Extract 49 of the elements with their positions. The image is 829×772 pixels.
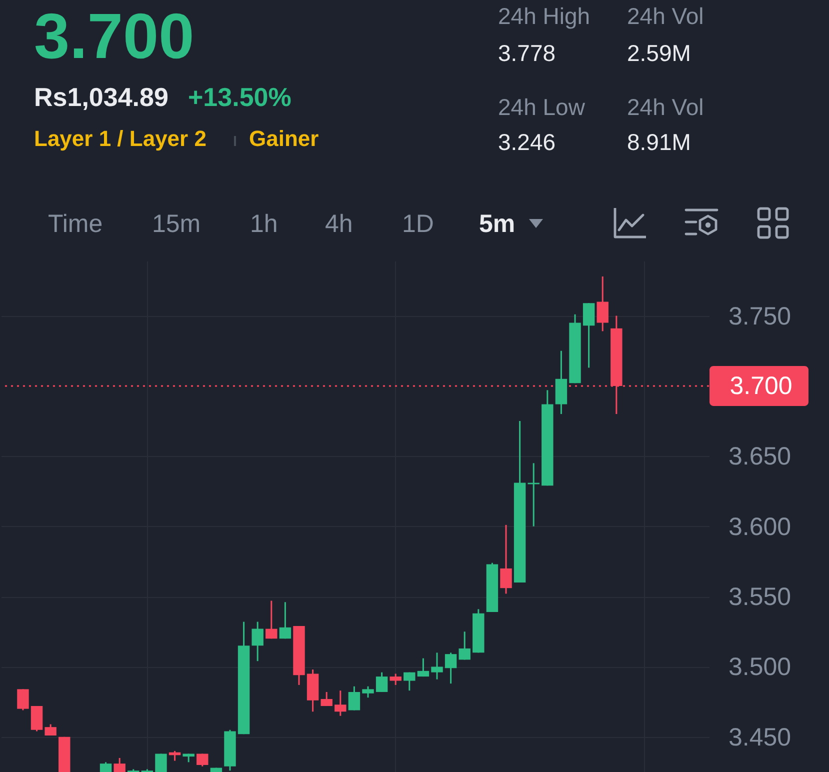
candlestick (582, 302, 595, 368)
y-tick-label: 3.650 (728, 442, 792, 471)
text: 24h Vol (627, 3, 704, 29)
y-tick-label: 3.750 (728, 302, 792, 330)
text: 8.91M (627, 129, 691, 155)
text: 3.778 (498, 40, 556, 66)
candlestick (279, 601, 292, 640)
candlestick (417, 658, 430, 678)
text: 4h (325, 210, 353, 238)
candlestick (596, 276, 608, 332)
text: 15m (152, 210, 201, 238)
text: Time (48, 210, 103, 238)
candlestick (100, 761, 112, 772)
candlestick (252, 621, 264, 662)
candlestick (444, 652, 457, 684)
text: Rs1,034.89 (34, 82, 168, 112)
text: 1D (402, 210, 434, 238)
candlestick (266, 600, 278, 640)
text: Gainer (249, 126, 319, 151)
y-tick-label: 3.450 (728, 723, 792, 752)
candlestick (196, 753, 208, 768)
text: 24h High (498, 3, 590, 29)
text: 24h Vol (627, 94, 704, 120)
candlestick (30, 705, 43, 732)
chart-title: 3.700 (34, 0, 194, 72)
y-tick-label: 3.600 (728, 512, 792, 541)
y-tick-label: 3.550 (728, 583, 792, 612)
candlestick (334, 690, 346, 717)
candlestick (500, 524, 512, 594)
candlestick (390, 672, 402, 686)
candlestick (404, 672, 416, 692)
candlestick (114, 757, 126, 772)
candlestick (362, 686, 374, 698)
text: 3.246 (498, 129, 556, 155)
text: 24h Low (498, 94, 585, 120)
text: 5m (479, 210, 516, 238)
candlestick (376, 672, 388, 693)
candlestick (17, 688, 29, 711)
candlestick (458, 630, 470, 660)
text: +13.50% (188, 82, 292, 112)
text: Layer 1 / Layer 2 (34, 126, 206, 151)
candlestick (155, 753, 167, 772)
ref-line-label: 3.700 (730, 372, 792, 400)
candlestick (348, 686, 360, 711)
y-tick-label: 3.500 (728, 653, 792, 682)
text: 2.59M (627, 40, 691, 66)
candlestick (431, 652, 443, 680)
candlestick (320, 691, 332, 707)
text: 1h (250, 210, 278, 238)
